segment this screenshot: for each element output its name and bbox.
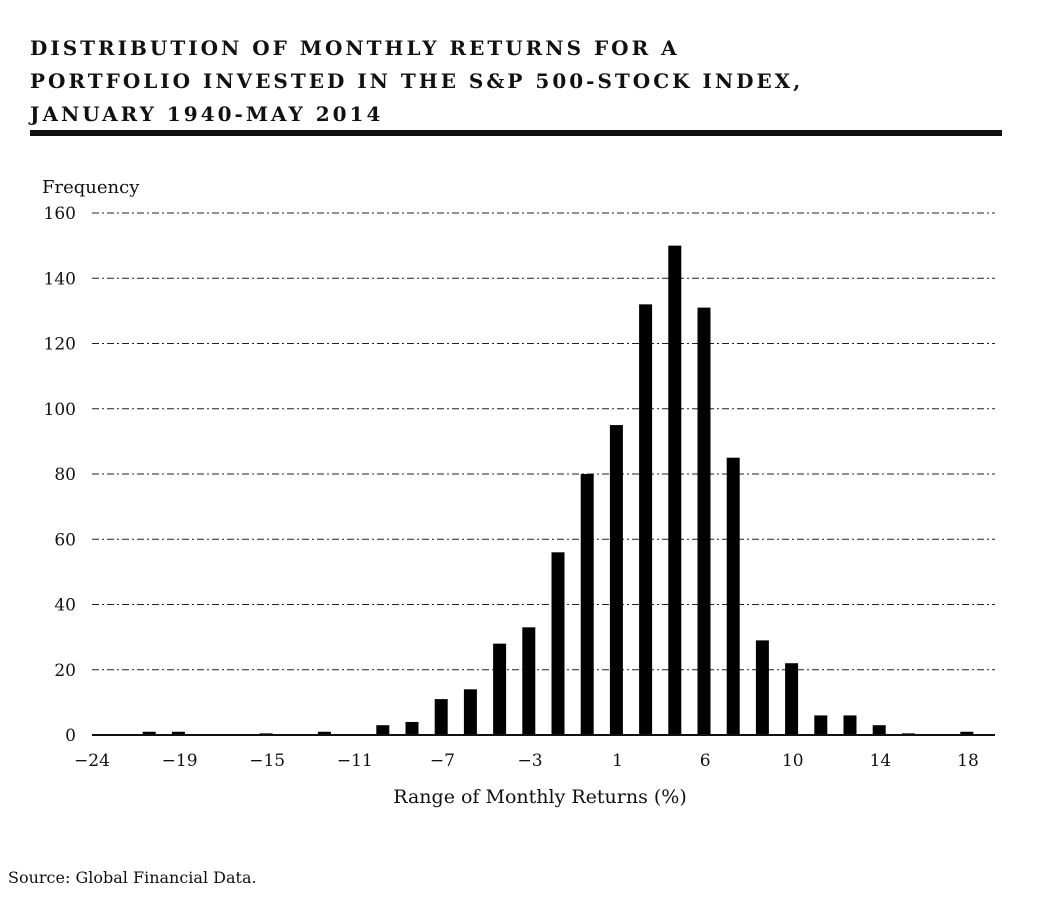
y-tick-label: 40 xyxy=(54,596,76,616)
bar xyxy=(171,731,185,735)
histogram-chart: Frequency 0 20 40 60 80 100 120 140 160 −24 −19 −15 −… xyxy=(42,177,995,808)
x-tick-label: 14 xyxy=(870,751,892,771)
bar xyxy=(843,715,857,735)
y-tick-label: 20 xyxy=(54,661,76,681)
x-axis-label: Range of Monthly Returns (%) xyxy=(393,786,687,808)
bar xyxy=(814,715,828,735)
x-tick-label: −7 xyxy=(430,751,455,771)
y-tick-label: 60 xyxy=(54,530,76,550)
chart-title-line-1: DISTRIBUTION OF MONTHLY RETURNS FOR A xyxy=(30,36,680,60)
bar xyxy=(609,425,623,735)
bar xyxy=(463,689,477,735)
bar xyxy=(405,721,419,735)
y-tick-label: 140 xyxy=(44,269,76,289)
bar xyxy=(639,304,653,735)
y-tick-label: 0 xyxy=(65,726,76,746)
bar xyxy=(726,457,740,735)
y-axis-label: Frequency xyxy=(42,177,140,198)
bar xyxy=(317,731,331,735)
x-tick-label: 18 xyxy=(957,751,979,771)
bar xyxy=(668,245,682,735)
source-note: Source: Global Financial Data. xyxy=(8,868,257,887)
chart-title-line-2: PORTFOLIO INVESTED IN THE S&P 500-STOCK … xyxy=(30,69,804,93)
bar xyxy=(376,725,390,735)
bar xyxy=(785,663,799,735)
x-tick-label: −19 xyxy=(162,751,198,771)
title-rule xyxy=(30,130,1002,136)
x-tick-label: 1 xyxy=(612,751,623,771)
bar xyxy=(755,640,769,735)
x-tick-label: −24 xyxy=(74,751,110,771)
x-tick-label: 6 xyxy=(700,751,711,771)
bar xyxy=(142,731,156,735)
y-tick-label: 80 xyxy=(54,465,76,485)
x-tick-label: −15 xyxy=(249,751,285,771)
bar xyxy=(434,699,448,735)
y-tick-label: 100 xyxy=(44,400,76,420)
bar xyxy=(522,627,536,735)
bar xyxy=(493,643,507,735)
y-tick-label: 160 xyxy=(44,204,76,224)
chart-title: DISTRIBUTION OF MONTHLY RETURNS FOR A PO… xyxy=(30,32,990,131)
x-tick-label: −3 xyxy=(517,751,542,771)
y-tick-label: 120 xyxy=(44,335,76,355)
bar xyxy=(872,725,886,735)
x-tick-label: −11 xyxy=(337,751,373,771)
x-tick-label: 10 xyxy=(782,751,804,771)
chart-title-line-3: JANUARY 1940-MAY 2014 xyxy=(30,102,384,126)
bar xyxy=(697,307,711,735)
bar xyxy=(551,552,565,735)
bar xyxy=(580,474,594,735)
bar xyxy=(960,731,974,735)
